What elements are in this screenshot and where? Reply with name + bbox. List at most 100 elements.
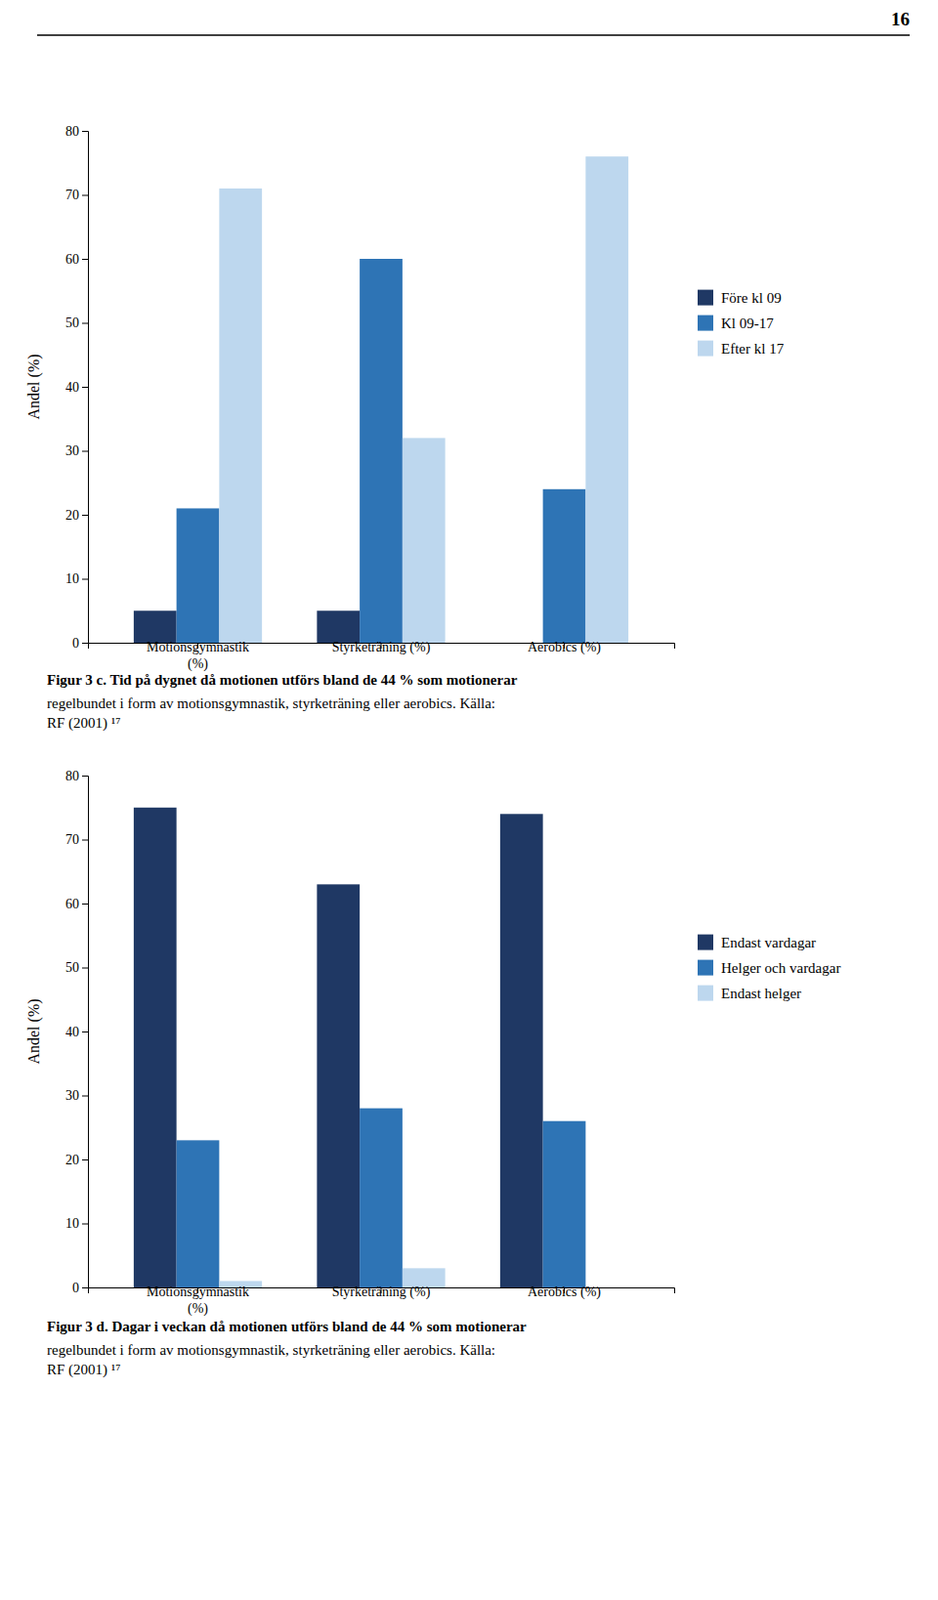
y-tick-label: 80 [65, 768, 80, 784]
series [218, 156, 629, 643]
caption-text: regelbundet i form av motionsgymnastik, … [46, 695, 496, 732]
y-tick: 30 [65, 1088, 88, 1104]
x-tick-label: Styrketräning (%) [332, 639, 431, 656]
y-tick: 70 [65, 832, 88, 848]
legend-label: Efter kl 17 [721, 341, 785, 357]
y-tick-mark [82, 1287, 88, 1289]
y-tick-label: 70 [65, 832, 80, 848]
x-tick: Motionsgymnastik(%) [146, 639, 250, 673]
y-axis-line [82, 131, 89, 644]
chart: 01020304050607080Motionsgymnastik(%)Styr… [25, 768, 841, 1318]
y-tick-label: 60 [65, 896, 80, 912]
legend-label: Före kl 09 [721, 290, 782, 306]
legend-swatch [697, 315, 714, 332]
legend-item: Kl 09-17 [697, 315, 774, 332]
bar [176, 508, 220, 643]
y-tick-mark [82, 903, 88, 905]
y-tick-label: 70 [65, 187, 80, 203]
text-line: Aerobics (%) [527, 639, 601, 656]
y-tick-mark [82, 840, 88, 842]
text-line: (%) [187, 656, 209, 673]
bar [133, 808, 177, 1288]
y-tick: 60 [65, 252, 88, 267]
page-number: 16 [891, 8, 910, 30]
y-tick: 70 [65, 187, 88, 203]
x-axis: Motionsgymnastik(%) Styrketräning (%) Aero… [88, 1284, 676, 1318]
legend-label: Kl 09-17 [721, 315, 774, 332]
y-tick-mark [82, 451, 88, 453]
y-tick: 20 [65, 1152, 88, 1168]
bar [176, 1140, 220, 1288]
y-tick-mark [82, 775, 88, 777]
y-tick: 20 [65, 508, 88, 523]
text-line: Aerobics (%) [527, 1284, 601, 1301]
y-tick: 50 [65, 315, 88, 331]
x-tick-label: Motionsgymnastik(%) [146, 1284, 250, 1318]
x-tick: Styrketräning (%) [332, 1284, 431, 1301]
bar [500, 813, 544, 1288]
y-tick-mark [82, 579, 88, 581]
bar [218, 188, 262, 643]
text-line: Styrketräning (%) [332, 639, 431, 656]
legend-item: Före kl 09 [697, 290, 782, 306]
text-line: (%) [187, 1301, 209, 1318]
legend-swatch [697, 960, 714, 977]
background [0, 0, 938, 1600]
y-tick-mark [82, 642, 88, 644]
legend: Före kl 09 Kl 09-17 Efter kl 17 [697, 290, 785, 357]
series [133, 808, 544, 1288]
y-tick-label: 60 [65, 252, 80, 267]
text-line: Motionsgymnastik [146, 1284, 250, 1300]
legend-label: Endast helger [721, 985, 802, 1002]
page: 1601020304050607080Motionsgymnastik(%)St… [0, 0, 938, 1600]
y-tick-label: 30 [65, 1088, 80, 1104]
caption-title: Figur 3 c. Tid på dygnet då motionen utf… [46, 672, 518, 688]
bar [543, 489, 587, 643]
y-tick: 30 [65, 443, 88, 459]
y-tick-label: 0 [72, 1280, 80, 1296]
legend-label: Helger och vardagar [721, 960, 841, 977]
y-axis-title: Andel (%) [25, 998, 43, 1065]
text-line: Motionsgymnastik [146, 639, 250, 655]
bars [133, 156, 629, 643]
chart: 01020304050607080Motionsgymnastik(%)Styr… [25, 124, 785, 673]
bar [316, 610, 360, 643]
caption-title: Figur 3 d. Dagar i veckan då motionen ut… [46, 1319, 527, 1335]
bar [585, 156, 629, 643]
y-tick-label: 40 [65, 1024, 80, 1040]
y-tick-label: 50 [65, 960, 80, 976]
bars [133, 808, 587, 1288]
y-tick-label: 40 [65, 380, 80, 395]
legend-item: Efter kl 17 [697, 341, 785, 357]
caption-text: regelbundet i form av motionsgymnastik, … [46, 1342, 496, 1379]
top-rule [37, 34, 910, 37]
text-line: Styrketräning (%) [332, 1284, 431, 1301]
x-tick-label: Motionsgymnastik(%) [146, 639, 250, 673]
x-axis: Motionsgymnastik(%) Styrketräning (%) Aero… [88, 639, 676, 673]
legend-label: Endast vardagar [721, 935, 816, 951]
y-tick: 80 [65, 768, 88, 784]
y-tick-mark [82, 130, 88, 132]
legend-swatch [697, 341, 714, 357]
y-tick: 0 [72, 636, 88, 651]
y-tick: 50 [65, 960, 88, 976]
bar [402, 437, 446, 643]
text-line: regelbundet i form av motionsgymnastik, … [46, 1342, 496, 1359]
y-tick-mark [82, 386, 88, 388]
text-line: RF (2001) ¹⁷ [46, 715, 122, 732]
y-tick-label: 20 [65, 1152, 80, 1168]
y-tick-mark [82, 323, 88, 325]
y-axis: 01020304050607080 [65, 768, 89, 1296]
y-tick-label: 30 [65, 443, 80, 459]
legend-item: Endast helger [697, 985, 802, 1002]
y-axis-line [82, 776, 89, 1289]
y-tick: 10 [65, 571, 88, 587]
legend-item: Helger och vardagar [697, 960, 841, 977]
y-tick-mark [82, 1224, 88, 1226]
y-axis: 01020304050607080 [65, 124, 89, 651]
legend-swatch [697, 290, 714, 306]
y-tick: 40 [65, 380, 88, 395]
y-tick-mark [82, 968, 88, 970]
legend: Endast vardagar Helger och vardagar Endast… [697, 935, 841, 1002]
y-axis-title: Andel (%) [25, 353, 43, 420]
